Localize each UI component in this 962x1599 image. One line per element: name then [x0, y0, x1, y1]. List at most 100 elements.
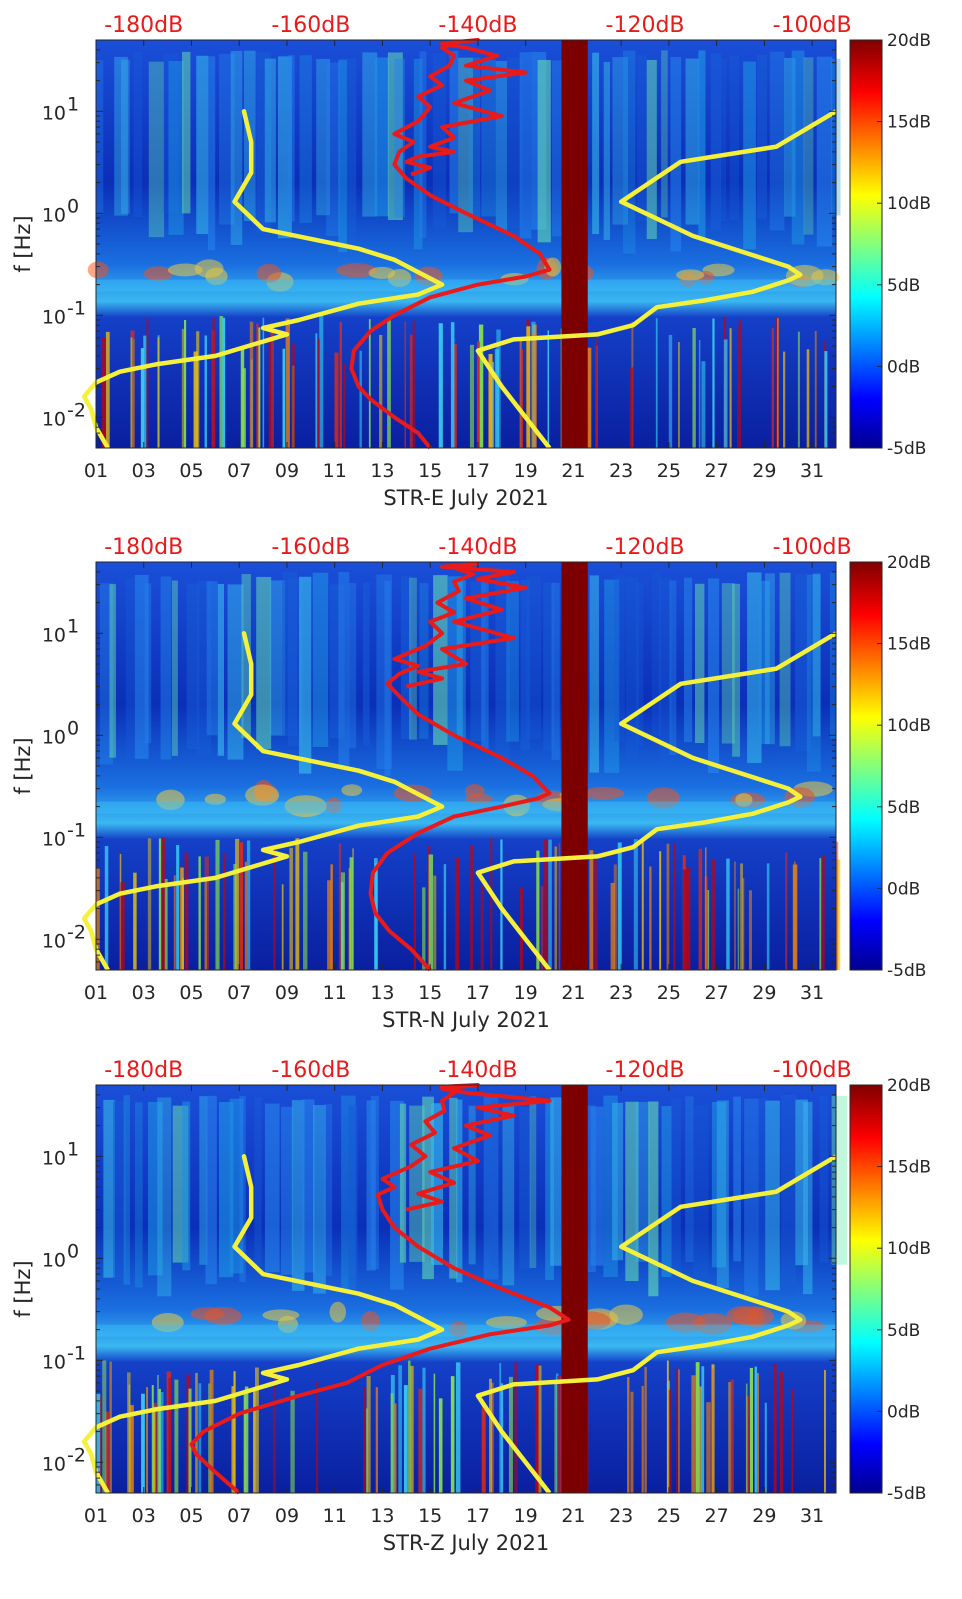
texture-band [468, 57, 481, 219]
texture-band [376, 574, 393, 770]
y-tick-label-base: 10 [42, 624, 66, 646]
texture-band [277, 56, 292, 239]
texture-band [419, 51, 427, 238]
texture-stripe [613, 864, 617, 970]
texture-band [109, 584, 116, 758]
texture-band [419, 583, 429, 739]
top-db-label: -120dB [606, 13, 685, 38]
texture-stripe [240, 346, 245, 448]
texture-stripe [659, 851, 662, 970]
texture-stripe [547, 330, 550, 448]
chart-panel-1: 01 03 05 07 09 11 13 15 17 19 21 23 25 27 29 3110-210-1… [11, 13, 931, 510]
texture-band [413, 58, 423, 250]
texture-stripe [490, 838, 493, 970]
texture-stripe [490, 1382, 494, 1493]
x-tick-label: 11 [323, 982, 347, 1004]
texture-band [338, 572, 350, 768]
texture-stripe [470, 844, 474, 970]
texture-stripe [257, 327, 261, 448]
colorbar-label: 0dB [887, 357, 920, 377]
texture-stripe [404, 321, 407, 448]
texture-blob [582, 786, 625, 800]
x-tick-label: 19 [514, 460, 538, 482]
texture-band [470, 581, 486, 742]
texture-blob [368, 266, 396, 279]
texture-band [543, 582, 555, 751]
x-tick-label: 19 [514, 1505, 538, 1527]
texture-stripe [655, 318, 658, 448]
top-db-label: -140dB [438, 1058, 517, 1083]
texture-stripe [303, 851, 308, 970]
top-db-label: -180dB [104, 535, 183, 560]
x-tick-label: 03 [132, 1505, 156, 1527]
texture-band [803, 57, 814, 235]
texture-stripe [557, 1375, 560, 1493]
texture-stripe [766, 863, 770, 970]
texture-blob [485, 1316, 528, 1329]
texture-stripe [730, 1379, 734, 1493]
texture-band [264, 1103, 280, 1273]
texture-stripe [526, 326, 531, 448]
texture-stripe [532, 333, 536, 448]
series-line_b [81, 109, 445, 450]
texture-band [147, 1101, 163, 1276]
texture-band [490, 1099, 499, 1268]
texture-stripe [756, 1372, 759, 1493]
texture-band [269, 580, 286, 736]
texture-stripe [494, 349, 499, 448]
texture-stripe [433, 1373, 436, 1493]
texture-band [695, 583, 705, 744]
x-tick-label: 31 [800, 1505, 824, 1527]
texture-stripe [698, 340, 701, 448]
texture-stripe [822, 855, 825, 970]
y-tick-label-base: 10 [42, 102, 66, 124]
texture-blob [325, 797, 342, 814]
texture-stripe [519, 887, 523, 970]
texture-band [816, 56, 833, 247]
texture-band [551, 582, 560, 760]
texture-stripe [728, 1382, 732, 1493]
texture-band [795, 573, 811, 752]
texture-stripe [455, 1362, 461, 1493]
texture-blob [262, 1309, 300, 1321]
texture-stripe [641, 1385, 644, 1493]
texture-band [256, 51, 272, 233]
texture-stripe [668, 334, 673, 448]
texture-band [635, 1101, 650, 1262]
texture-stripe [146, 318, 149, 448]
colorbar-label: 20dB [887, 1076, 931, 1096]
texture-band [769, 51, 785, 231]
y-tick-label-exponent: 0 [67, 717, 79, 739]
x-tick-label: 29 [752, 460, 776, 482]
texture-stripe [748, 890, 752, 970]
texture-band [348, 582, 357, 749]
texture-stripe [698, 1386, 702, 1493]
texture-blob [647, 787, 680, 809]
x-tick-label: 27 [705, 1505, 729, 1527]
texture-band [182, 51, 191, 214]
texture-stripe [390, 1393, 394, 1493]
texture-band [693, 1105, 709, 1279]
x-tick-label: 21 [561, 460, 585, 482]
texture-stripe [176, 845, 180, 970]
texture-stripe [764, 1402, 767, 1493]
top-db-label: -180dB [104, 1058, 183, 1083]
series-line_b2 [475, 1154, 838, 1495]
texture-stripe [745, 1383, 748, 1493]
y-tick-label-exponent: -1 [67, 1342, 86, 1364]
texture-stripe [184, 320, 187, 448]
texture-stripe [375, 1387, 378, 1493]
texture-band [227, 584, 244, 760]
texture-band [366, 1100, 376, 1271]
texture-band [323, 1104, 333, 1277]
texture-blob [204, 793, 226, 805]
texture-stripe [711, 859, 716, 970]
texture-stripe [593, 859, 598, 970]
texture-stripe [488, 354, 493, 448]
texture-band [529, 1096, 537, 1268]
x-tick-label: 15 [418, 1505, 442, 1527]
colorbar-label: 20dB [887, 553, 931, 573]
y-tick-label-base: 10 [42, 1249, 66, 1271]
texture-band [316, 58, 331, 216]
texture-band [646, 59, 657, 239]
